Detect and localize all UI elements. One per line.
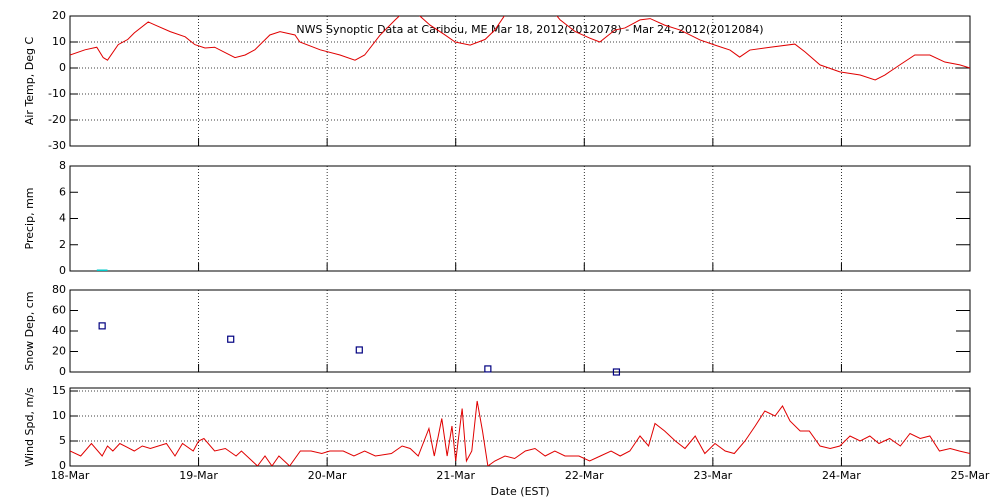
y-tick-label: 8 (59, 159, 66, 172)
data-point (98, 322, 106, 330)
x-tick-label: 19-Mar (179, 469, 218, 482)
x-tick-label: 23-Mar (693, 469, 732, 482)
x-tick-label: 21-Mar (436, 469, 475, 482)
plot-frame (69, 289, 971, 373)
y-tick-label: 0 (59, 459, 66, 472)
y-axis-label: Snow Dep, cm (23, 291, 36, 370)
y-axis-label: Air Temp, Deg C (23, 37, 36, 126)
y-axis-label: Wind Spd, m/s (23, 387, 36, 467)
x-tick-label: 20-Mar (308, 469, 347, 482)
x-tick-label: 24-Mar (822, 469, 861, 482)
y-tick-label: 10 (52, 35, 66, 48)
data-point (612, 368, 621, 376)
y-tick-label: 2 (59, 238, 66, 251)
data-line (70, 16, 970, 81)
y-tick-label: 0 (59, 61, 66, 74)
x-axis-label: Date (EST) (490, 485, 549, 498)
y-tick-label: 10 (52, 409, 66, 422)
y-tick-label: -20 (48, 113, 66, 126)
data-point (484, 365, 492, 373)
y-tick-label: 15 (52, 384, 66, 397)
plot-frame (69, 165, 971, 272)
y-tick-label: -30 (48, 139, 66, 152)
y-tick-label: 40 (52, 324, 66, 337)
chart-title: NWS Synoptic Data at Caribou, ME Mar 18,… (296, 23, 763, 36)
y-tick-label: 20 (52, 345, 66, 358)
y-axis-label: Precip, mm (23, 188, 36, 250)
x-tick-label: 22-Mar (565, 469, 604, 482)
x-tick-label: 18-Mar (51, 469, 90, 482)
y-tick-label: 0 (59, 365, 66, 378)
y-tick-label: 6 (59, 185, 66, 198)
x-tick-label: 25-Mar (951, 469, 990, 482)
y-tick-label: -10 (48, 87, 66, 100)
data-point (355, 346, 363, 354)
y-tick-label: 0 (59, 264, 66, 277)
data-point (227, 335, 235, 343)
plot-area (70, 400, 970, 466)
y-tick-label: 60 (52, 304, 66, 317)
y-tick-label: 80 (52, 283, 66, 296)
plot-area (70, 16, 970, 81)
plot-frame (69, 387, 971, 467)
plot-frame (69, 15, 971, 147)
y-tick-label: 4 (59, 212, 66, 225)
y-tick-label: 20 (52, 9, 66, 22)
y-tick-label: 5 (59, 434, 66, 447)
data-line (70, 400, 970, 466)
